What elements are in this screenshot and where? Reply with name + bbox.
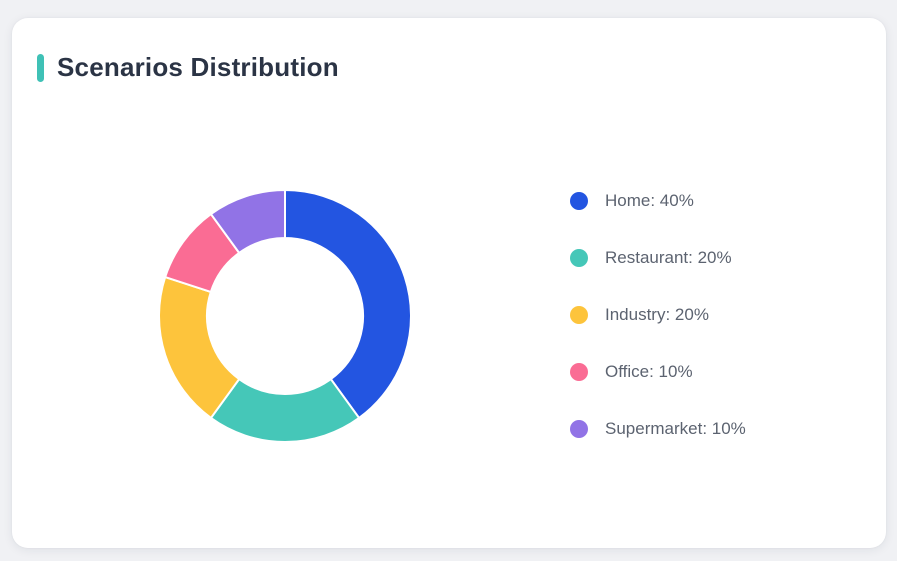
page-title: Scenarios Distribution [57,52,339,82]
chart-legend: Home: 40% Restaurant: 20% Industry: 20% … [570,189,746,441]
legend-dot-office [570,363,588,381]
legend-label-supermarket: Supermarket: 10% [605,419,746,438]
legend-label-office: Office: 10% [605,362,693,381]
legend-item-supermarket: Supermarket: 10% [570,417,746,441]
donut-segment-industry [158,276,241,419]
card-header: Scenarios Distribution [37,52,339,83]
legend-dot-industry [570,306,588,324]
legend-dot-restaurant [570,249,588,267]
legend-label-industry: Industry: 20% [605,305,709,324]
legend-item-office: Office: 10% [570,360,746,384]
donut-chart [155,186,415,446]
legend-label-home: Home: 40% [605,191,694,210]
legend-dot-supermarket [570,420,588,438]
donut-segment-home [284,189,412,419]
legend-dot-home [570,192,588,210]
scenarios-distribution-card: Scenarios Distribution Home: 40% Restaur… [12,18,886,548]
title-accent-bar [37,53,44,82]
legend-label-restaurant: Restaurant: 20% [605,248,732,267]
legend-item-restaurant: Restaurant: 20% [570,246,746,270]
legend-item-industry: Industry: 20% [570,303,746,327]
legend-item-home: Home: 40% [570,189,746,213]
donut-chart-svg [158,189,412,443]
donut-segment-supermarket [209,189,286,254]
